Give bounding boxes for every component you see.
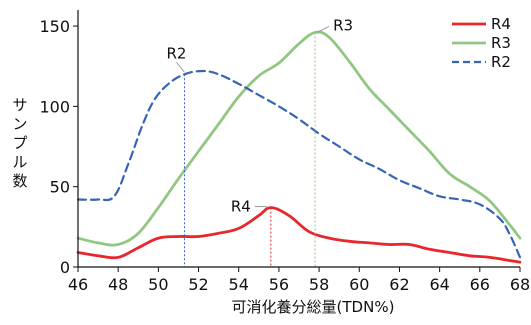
x-axis-title: 可消化養分総量(TDN%) xyxy=(232,298,395,316)
series-lines xyxy=(76,30,522,264)
y-tick-label: 50 xyxy=(50,178,70,197)
x-tick-label: 68 xyxy=(510,275,530,294)
labels: R4 R3 R2 xyxy=(166,16,353,215)
legend-label-r2: R2 xyxy=(491,53,511,71)
peak-label-leader-r3 xyxy=(316,26,330,33)
legend-label-r4: R4 xyxy=(491,15,511,33)
peak-label-r3: R3 xyxy=(333,16,353,34)
x-tick-label: 62 xyxy=(389,275,409,294)
peak-label-r4: R4 xyxy=(231,198,251,216)
legend-label-r3: R3 xyxy=(491,34,511,52)
y-axis-title: サンプル数 xyxy=(12,96,27,190)
x-tick-label: 64 xyxy=(429,275,449,294)
peak-label-leader-r2 xyxy=(176,61,185,73)
x-tick-label: 58 xyxy=(309,275,329,294)
x-tick-label: 60 xyxy=(349,275,369,294)
series-line-r3 xyxy=(76,30,522,247)
x-tick-label: 52 xyxy=(188,275,208,294)
peak-guides xyxy=(183,32,316,267)
y-tick-label: 150 xyxy=(39,17,70,36)
x-tick-label: 46 xyxy=(68,275,88,294)
x-tick-label: 66 xyxy=(470,275,490,294)
series-line-r4 xyxy=(76,206,522,264)
series-line-r2 xyxy=(76,69,522,259)
x-tick-label: 56 xyxy=(269,275,289,294)
peak-label-r2: R2 xyxy=(166,44,186,62)
x-tick-label: 50 xyxy=(148,275,168,294)
x-tick-label: 48 xyxy=(108,275,128,294)
axes: 0 50 100 150 46 48 50 52 54 56 58 60 62 64 66 68 可消化養分総量… xyxy=(12,10,530,316)
y-tick-label: 100 xyxy=(39,97,70,116)
x-tick-label: 54 xyxy=(229,275,249,294)
y-tick-label: 0 xyxy=(60,258,70,277)
